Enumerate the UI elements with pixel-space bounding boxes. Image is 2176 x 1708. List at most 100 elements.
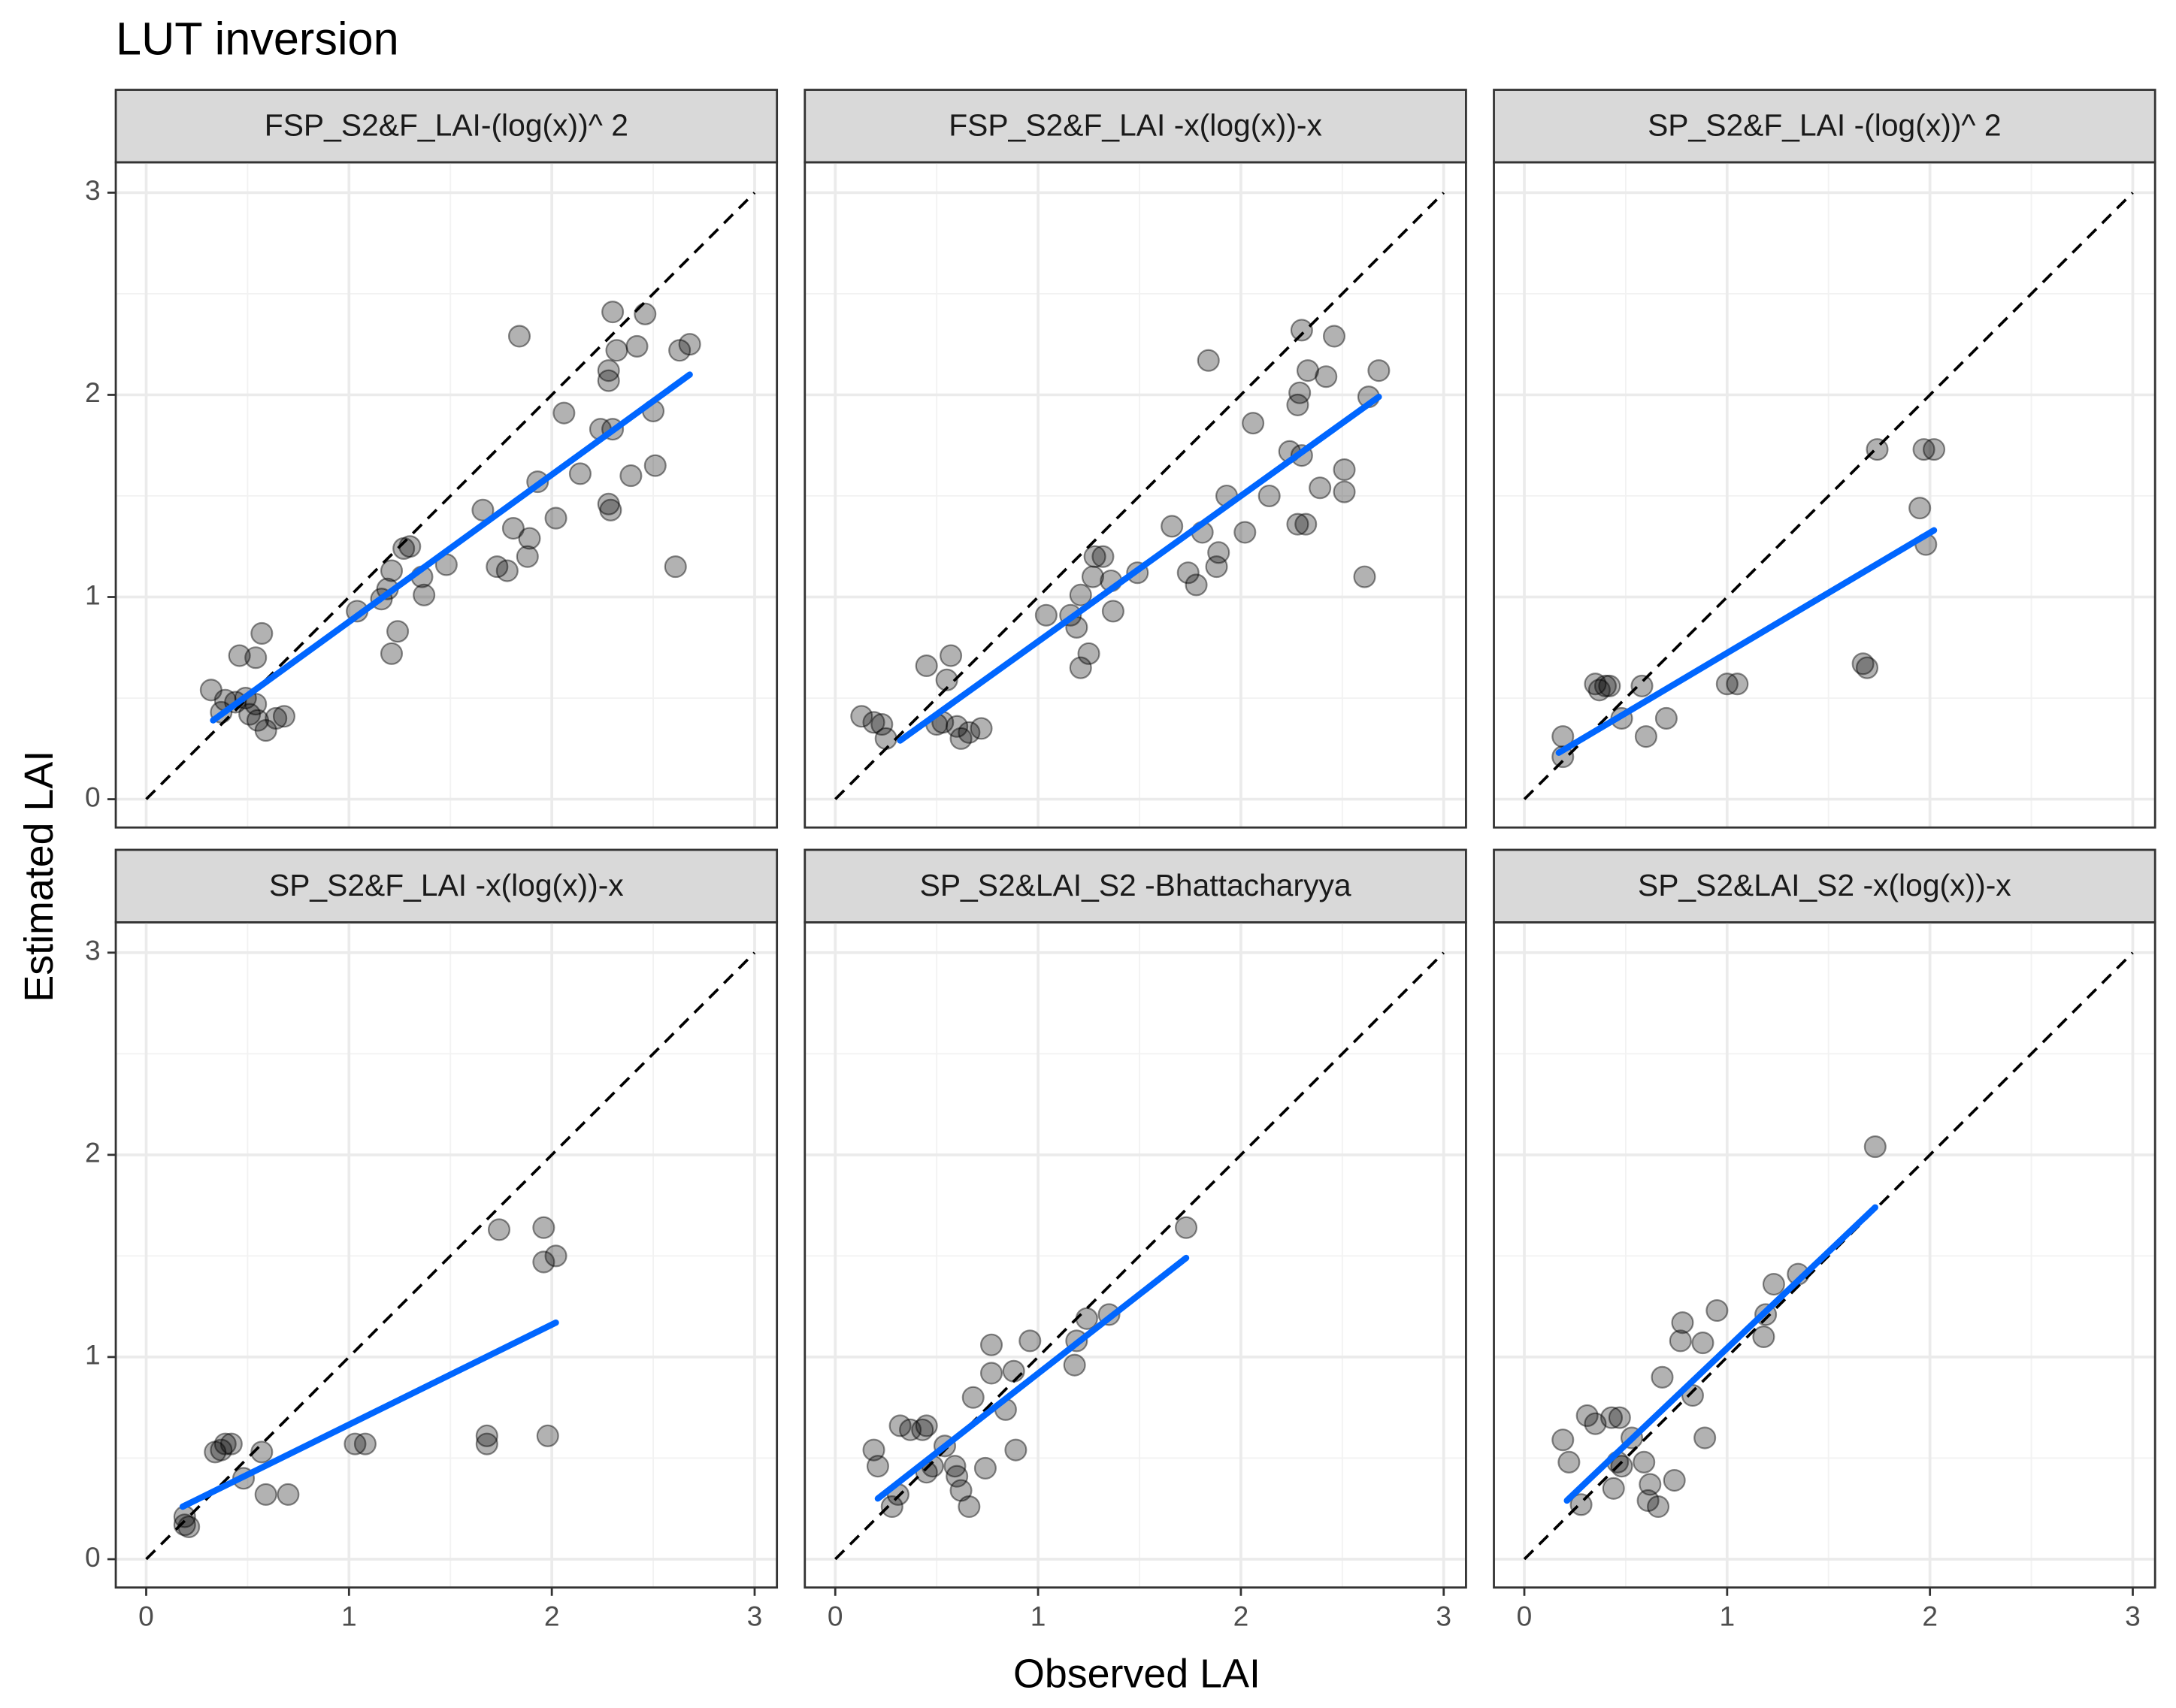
point <box>246 709 269 732</box>
point <box>678 333 701 356</box>
point <box>1294 512 1318 536</box>
point <box>1207 541 1230 564</box>
point <box>1185 573 1208 597</box>
reference-line <box>145 951 756 1561</box>
point <box>958 721 981 744</box>
point <box>643 454 667 477</box>
point <box>1693 1426 1717 1450</box>
panel: SP_S2&LAI_S2 -x(log(x))-x 0 1 2 3 <box>1493 848 2156 1631</box>
y-tick-label: 2 <box>85 376 101 408</box>
point <box>1671 1311 1694 1335</box>
point <box>219 1432 243 1456</box>
x-tick-label: 2 <box>1233 1600 1249 1631</box>
point <box>1866 438 1889 461</box>
strip-label: SP_S2&LAI_S2 -Bhattacharyya <box>920 868 1351 902</box>
panel-border <box>114 921 779 1589</box>
point <box>213 1432 237 1456</box>
point <box>1636 1489 1660 1512</box>
point <box>1286 512 1309 536</box>
point <box>973 1456 997 1480</box>
point <box>1923 438 1946 461</box>
point <box>1726 673 1749 696</box>
strip <box>114 848 779 924</box>
point <box>277 1483 300 1506</box>
point <box>1863 1135 1887 1159</box>
strip <box>804 89 1467 164</box>
point <box>1075 1307 1098 1330</box>
point <box>495 559 519 582</box>
point <box>1290 319 1313 342</box>
point <box>1633 1450 1656 1474</box>
fit-line <box>874 1254 1190 1502</box>
fit-line <box>1563 1204 1878 1504</box>
y-tick-label: 2 <box>85 1137 101 1168</box>
strip-label: SP_S2&LAI_S2 -x(log(x))-x <box>1638 868 2011 902</box>
point <box>1205 555 1228 579</box>
point <box>380 642 404 665</box>
point <box>862 711 885 734</box>
point <box>1608 1406 1631 1429</box>
point <box>1175 1216 1198 1239</box>
x-tick-label: 3 <box>2125 1600 2141 1631</box>
point <box>518 527 541 550</box>
point <box>899 1418 922 1441</box>
point <box>1367 359 1391 382</box>
point <box>597 492 620 515</box>
point <box>1083 545 1106 568</box>
point <box>486 555 509 579</box>
point <box>228 644 251 667</box>
point <box>1004 1438 1027 1462</box>
point <box>1634 725 1657 748</box>
point <box>475 1424 498 1447</box>
point <box>1296 359 1319 382</box>
point <box>386 620 410 643</box>
point <box>1557 1450 1581 1474</box>
point <box>380 559 404 582</box>
y-tick-label: 0 <box>85 1541 101 1573</box>
fit-line <box>1555 527 1938 756</box>
point <box>1584 1412 1607 1435</box>
point <box>552 401 576 425</box>
point <box>413 583 436 606</box>
point <box>970 717 993 740</box>
panel-border <box>804 921 1467 1589</box>
point <box>343 1432 367 1456</box>
point <box>668 339 692 362</box>
point <box>1315 365 1338 388</box>
point <box>532 1216 555 1239</box>
point <box>1333 458 1356 482</box>
strip-label: SP_S2&F_LAI -(log(x))^ 2 <box>1648 107 2002 142</box>
point <box>1691 1332 1714 1355</box>
point <box>516 545 539 568</box>
y-tick-label: 3 <box>85 935 101 966</box>
point <box>1715 673 1739 696</box>
point <box>475 1432 498 1456</box>
point <box>1034 603 1058 627</box>
point <box>1851 652 1875 676</box>
panel: FSP_S2&F_LAI -x(log(x))-x <box>804 89 1467 829</box>
point <box>1551 1428 1575 1452</box>
point <box>850 705 873 728</box>
x-tick-label: 0 <box>138 1600 154 1631</box>
point <box>597 359 620 382</box>
x-tick-label: 3 <box>747 1600 763 1631</box>
panel-border <box>1493 921 2156 1589</box>
point <box>392 537 416 560</box>
point <box>599 498 622 521</box>
y-tick-label: 3 <box>85 174 101 206</box>
point <box>1242 412 1265 435</box>
panel-border <box>804 161 1467 829</box>
x-tick-label: 1 <box>1030 1600 1046 1631</box>
reference-line <box>834 951 1445 1561</box>
point <box>979 1362 1003 1385</box>
point <box>915 654 938 678</box>
point <box>1705 1298 1729 1323</box>
point <box>915 1414 938 1437</box>
point <box>1286 393 1309 416</box>
reference-line <box>1523 192 2134 800</box>
strip-label: SP_S2&F_LAI -x(log(x))-x <box>269 868 624 902</box>
point <box>1257 484 1281 508</box>
point <box>862 1438 885 1462</box>
point <box>1091 545 1115 568</box>
y-tick-label: 0 <box>85 781 101 812</box>
